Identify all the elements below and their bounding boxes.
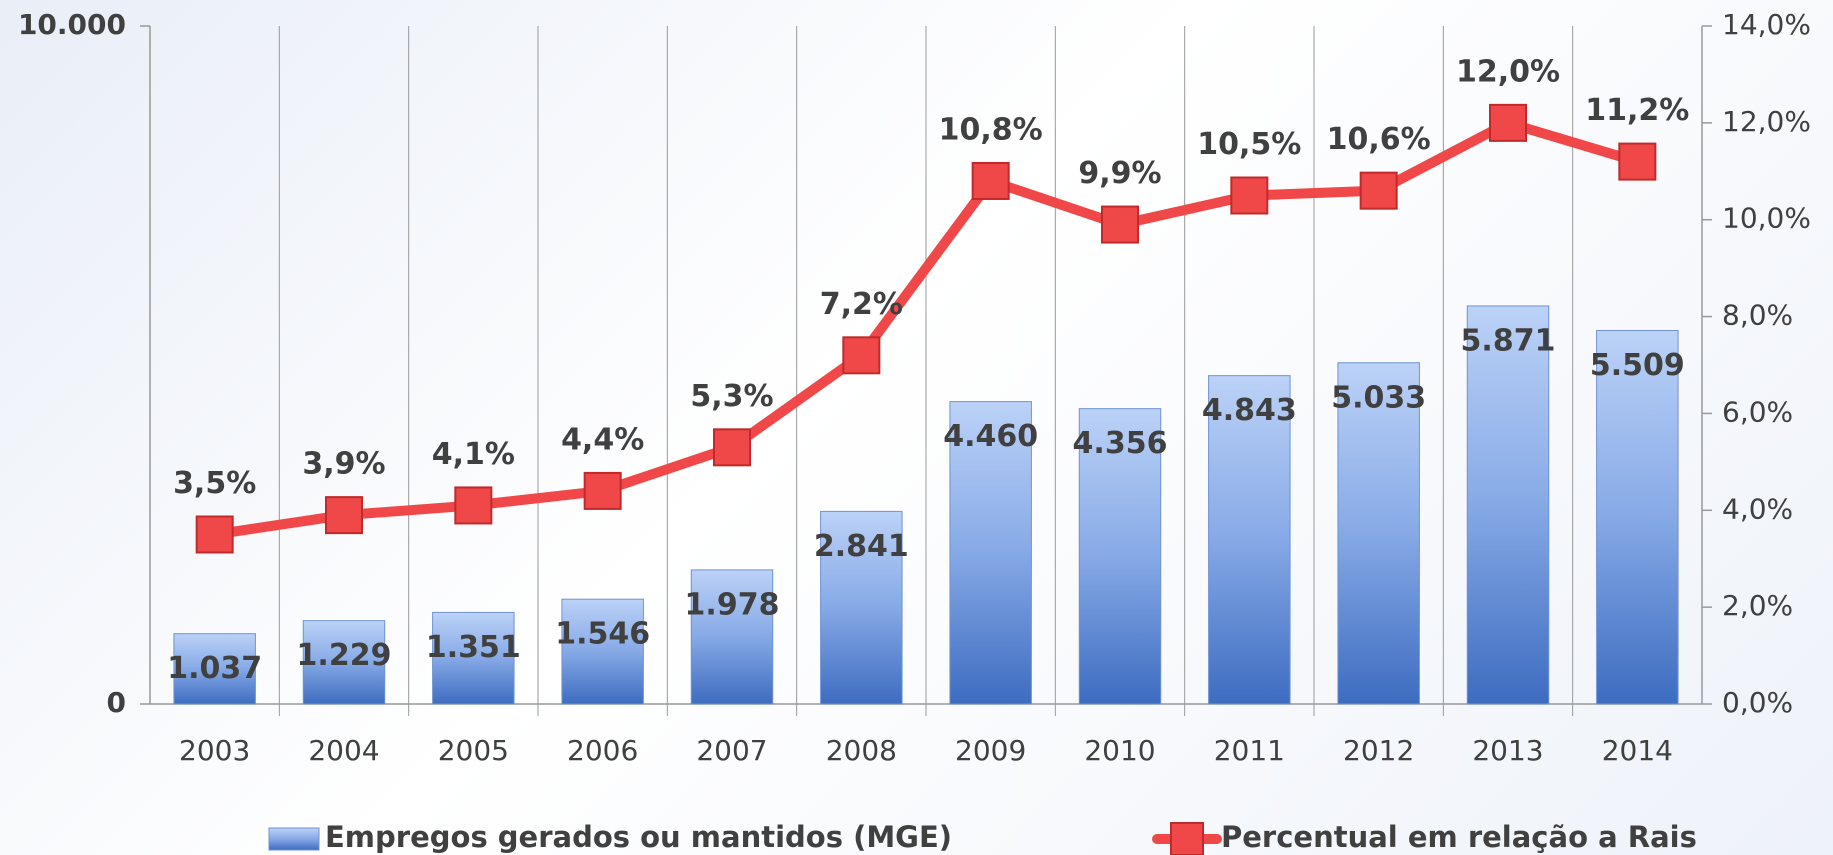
x-tick-label: 2011 (1214, 734, 1285, 767)
bar-value-label: 5.033 (1331, 380, 1426, 415)
legend-swatch (268, 827, 320, 851)
y2-tick-label: 0,0% (1722, 686, 1793, 719)
bar (690, 569, 774, 705)
x-tick-label: 2013 (1472, 734, 1543, 767)
line-value-label: 3,5% (173, 466, 256, 501)
line-marker (1230, 176, 1269, 215)
x-tick-label: 2007 (696, 734, 767, 767)
bar (432, 611, 515, 705)
line-marker (1359, 171, 1398, 210)
bar-value-label: 1.978 (685, 587, 780, 622)
x-tick-label: 2008 (826, 734, 897, 767)
legend-label: Empregos gerados ou mantidos (MGE) (325, 820, 952, 854)
bar (1078, 408, 1162, 705)
line-value-label: 7,2% (820, 287, 903, 322)
line-marker (583, 471, 622, 510)
bar (1337, 362, 1420, 705)
y2-tick-label: 14,0% (1722, 8, 1811, 41)
line-marker (713, 428, 751, 467)
bar-value-label: 1.546 (555, 617, 650, 652)
y2-tick-label: 12,0% (1722, 105, 1811, 138)
x-tick-label: 2009 (955, 734, 1026, 767)
x-tick-label: 2006 (567, 734, 638, 767)
y2-tick-label: 4,0% (1722, 492, 1793, 525)
line-marker (1489, 103, 1527, 142)
bar (1466, 305, 1550, 705)
bar-value-label: 4.460 (943, 419, 1038, 454)
x-tick-label: 2014 (1602, 734, 1673, 767)
line (213, 117, 1639, 540)
bar-value-label: 1.037 (167, 651, 262, 686)
bar (1596, 329, 1679, 705)
x-tick-label: 2004 (308, 734, 379, 767)
line-marker (325, 496, 363, 535)
line-marker (1618, 142, 1657, 181)
line-marker (842, 336, 881, 375)
line-marker (1101, 205, 1139, 244)
x-tick-label: 2005 (438, 734, 509, 767)
line-value-label: 3,9% (302, 447, 385, 482)
bar (173, 633, 256, 705)
y-tick-label: 0 (107, 686, 126, 719)
bar-value-label: 1.229 (297, 638, 392, 673)
line-value-label: 10,5% (1197, 127, 1301, 162)
bar-value-label: 1.351 (426, 630, 521, 665)
legend-label: Percentual em relação a Rais (1221, 820, 1697, 854)
line-value-label: 4,4% (561, 422, 644, 457)
bar (561, 598, 644, 705)
line-value-label: 5,3% (690, 379, 773, 414)
y2-tick-label: 10,0% (1722, 202, 1811, 235)
line-value-label: 10,6% (1327, 122, 1431, 157)
y2-tick-label: 2,0% (1722, 589, 1793, 622)
line-value-label: 11,2% (1585, 93, 1689, 128)
x-tick-label: 2003 (179, 734, 250, 767)
bar-value-label: 5.509 (1590, 348, 1685, 383)
bar (820, 510, 903, 705)
line-marker (195, 515, 234, 554)
line-marker (971, 161, 1010, 200)
x-tick-label: 2012 (1343, 734, 1414, 767)
bar-value-label: 4.843 (1202, 393, 1297, 428)
y2-tick-label: 6,0% (1722, 395, 1793, 428)
x-tick-label: 2010 (1084, 734, 1155, 767)
bar-value-label: 2.841 (814, 529, 909, 564)
bar (949, 401, 1032, 705)
line-value-label: 12,0% (1456, 54, 1560, 89)
y2-tick-label: 8,0% (1722, 299, 1793, 332)
line-marker (454, 486, 493, 525)
y-tick-label: 10.000 (18, 8, 126, 41)
bar (302, 620, 386, 705)
bar-value-label: 5.871 (1461, 323, 1556, 358)
bar (1208, 375, 1291, 705)
legend-swatch-marker (1170, 822, 1204, 855)
line-value-label: 9,9% (1078, 156, 1161, 191)
line-value-label: 10,8% (939, 112, 1043, 147)
line-value-label: 4,1% (432, 437, 515, 472)
bar-value-label: 4.356 (1073, 426, 1168, 461)
